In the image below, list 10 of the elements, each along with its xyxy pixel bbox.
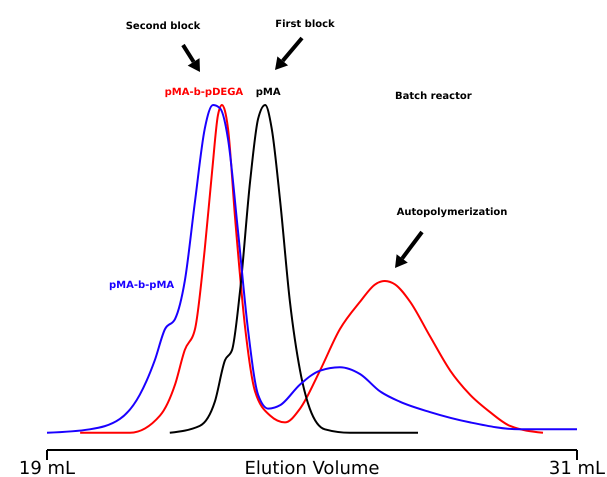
text: Second block [126,21,201,32]
series-label: pMA-b-pMA [109,280,174,291]
x-tick-label: 19 mL [18,458,76,477]
x-tick-label: 31 mL [548,458,606,477]
text: First block [275,19,336,30]
annotation: Autopolymerization [396,207,508,218]
text: Batch reactor [395,91,472,102]
series-label: pMA [256,87,281,98]
text: pMA-b-pDEGA [164,87,244,98]
x-axis-title: Elution Volume [244,458,380,477]
